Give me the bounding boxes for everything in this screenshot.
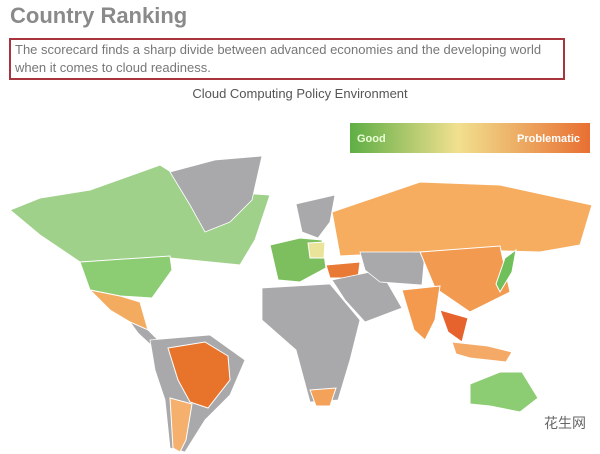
southeast-asia [439,309,469,343]
scandinavia [295,194,336,239]
map-title: Cloud Computing Policy Environment [192,86,408,101]
countries [9,155,593,453]
brazil [167,341,231,409]
south-africa [309,387,337,407]
greenland [169,155,263,233]
indonesia [451,341,513,363]
japan [495,248,517,294]
australia [469,371,539,413]
china [419,245,511,313]
central-asia [359,251,426,286]
watermark: 花生网 [544,416,586,432]
india [401,285,441,341]
legend-low-label: Good [357,133,386,145]
russia [331,181,593,257]
legend-bar [350,123,590,153]
argentina-chile [169,397,193,453]
canada-alaska [9,164,271,266]
legend-high-label: Problematic [517,133,580,145]
summary-box: The scorecard finds a sharp divide betwe… [9,38,565,80]
eastern-europe [307,241,326,259]
africa [261,283,361,403]
page-title: Country Ranking [10,3,188,28]
